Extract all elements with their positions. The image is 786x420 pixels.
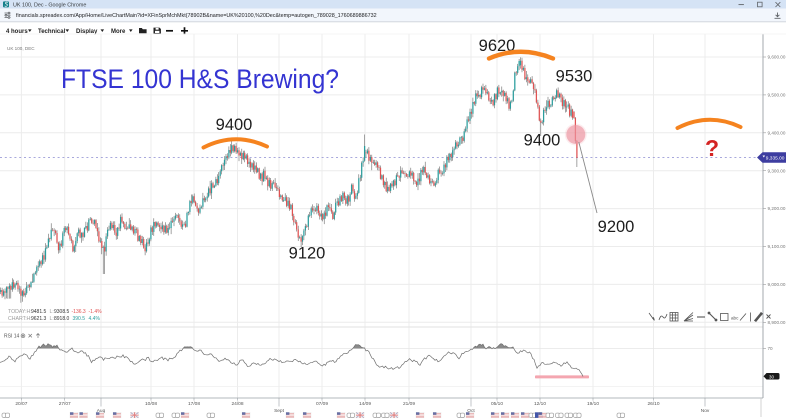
- svg-text:-136.3: -136.3: [72, 309, 86, 315]
- svg-text:70: 70: [768, 346, 774, 351]
- svg-text:9,335.00: 9,335.00: [766, 155, 785, 161]
- svg-text:H:: H:: [27, 316, 32, 322]
- svg-text:9308.5: 9308.5: [54, 309, 70, 315]
- svg-text:20/07: 20/07: [15, 401, 27, 407]
- svg-text:UK 100, DEC: UK 100, DEC: [7, 46, 35, 51]
- svg-text:L:: L:: [50, 309, 54, 315]
- svg-text:H:: H:: [27, 309, 32, 315]
- svg-text:30: 30: [769, 374, 774, 379]
- svg-text:9621.3: 9621.3: [31, 316, 47, 322]
- svg-text:9,600.00: 9,600.00: [768, 55, 786, 60]
- svg-text:Aug: Aug: [97, 408, 106, 414]
- svg-text:-1.4%: -1.4%: [89, 309, 103, 315]
- svg-text:24/08: 24/08: [231, 401, 243, 407]
- svg-text:abc: abc: [731, 316, 739, 321]
- svg-text:9620: 9620: [479, 37, 516, 55]
- svg-text:21/09: 21/09: [403, 401, 415, 407]
- svg-text:9,100.00: 9,100.00: [768, 244, 786, 249]
- svg-text:TODAY:: TODAY:: [8, 309, 27, 315]
- svg-text:26/10: 26/10: [647, 401, 659, 407]
- svg-text:12/10: 12/10: [534, 401, 546, 407]
- svg-text:9,500.00: 9,500.00: [768, 93, 786, 98]
- svg-text:9120: 9120: [289, 245, 326, 263]
- svg-text:More: More: [111, 29, 126, 35]
- svg-text:UK 100, Dec - Google Chrome: UK 100, Dec - Google Chrome: [13, 2, 86, 8]
- svg-text:4.4%: 4.4%: [89, 316, 101, 322]
- svg-text:07/09: 07/09: [316, 401, 328, 407]
- svg-text:8918.0: 8918.0: [54, 316, 70, 322]
- svg-text:17/08: 17/08: [188, 401, 200, 407]
- svg-text:05/10: 05/10: [491, 401, 503, 407]
- svg-text:L:: L:: [50, 316, 54, 322]
- svg-text:Oct: Oct: [467, 408, 475, 414]
- svg-text:14/09: 14/09: [359, 401, 371, 407]
- svg-text:9481.5: 9481.5: [31, 309, 47, 315]
- svg-text:9530: 9530: [556, 68, 593, 86]
- svg-text:CHART:: CHART:: [8, 316, 27, 322]
- svg-text:financials.spreadex.com/App/Ho: financials.spreadex.com/App/Home/LiveCha…: [16, 13, 377, 19]
- svg-text:9400: 9400: [216, 116, 253, 134]
- svg-text:Nov: Nov: [701, 408, 710, 414]
- svg-text:27/07: 27/07: [59, 401, 71, 407]
- svg-text:10/08: 10/08: [145, 401, 157, 407]
- svg-text:RSI 14: RSI 14: [4, 334, 20, 340]
- svg-text:Technical: Technical: [38, 29, 66, 35]
- svg-text:9,300.00: 9,300.00: [768, 168, 786, 173]
- svg-text:FTSE 100 H&S Brewing?: FTSE 100 H&S Brewing?: [61, 64, 339, 94]
- svg-text:9200: 9200: [598, 218, 635, 236]
- svg-text:9,000.00: 9,000.00: [768, 282, 786, 287]
- svg-text:8,900.00: 8,900.00: [768, 320, 786, 325]
- svg-text:9400: 9400: [524, 132, 561, 150]
- svg-text:9,400.00: 9,400.00: [768, 130, 786, 135]
- svg-text:390.5: 390.5: [73, 316, 86, 322]
- svg-text:4 hours: 4 hours: [6, 29, 28, 35]
- svg-text:Display: Display: [76, 29, 98, 35]
- svg-text:9,200.00: 9,200.00: [768, 206, 786, 211]
- svg-text:?: ?: [705, 135, 719, 161]
- svg-text:19/10: 19/10: [587, 401, 599, 407]
- svg-text:Sept: Sept: [274, 408, 285, 414]
